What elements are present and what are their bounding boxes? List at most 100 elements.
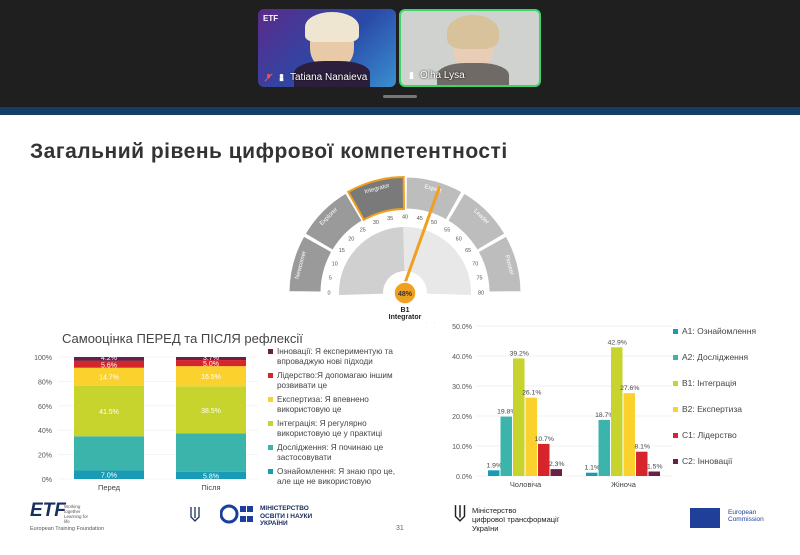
gauge-tick-label: 55	[444, 227, 450, 233]
participant-hair-olha	[447, 15, 499, 49]
grouped-bar	[500, 416, 512, 476]
mdt-line3: України	[472, 524, 499, 533]
trident-icon	[454, 505, 466, 522]
legend-item: Інтеграція: Я регулярно використовую це …	[268, 419, 408, 439]
participant-name: Tatiana Nanaieva	[290, 72, 368, 83]
y-tick-label: 100%	[34, 355, 52, 362]
legend-swatch	[268, 445, 273, 450]
resize-handle[interactable]	[383, 95, 417, 98]
x-tick-label: Жіноча	[611, 480, 637, 489]
legend-swatch	[673, 328, 678, 334]
data-label: 42.9%	[608, 339, 627, 346]
eu-flag-icon	[690, 508, 720, 528]
y-tick-label: 40%	[38, 428, 52, 435]
legend-item: C1: Лідерство	[673, 430, 756, 440]
stacked-bar-segment	[74, 360, 144, 368]
legend-swatch	[268, 469, 273, 474]
legend-label: A1: Ознайомлення	[682, 326, 757, 336]
gauge-segment	[304, 192, 363, 251]
video-tile-olha[interactable]: Olha Lysa	[399, 9, 541, 87]
legend-label: C2: Інновації	[682, 456, 733, 466]
data-label: 5.6%	[101, 362, 117, 369]
grouped-bar	[586, 472, 598, 476]
video-tile-tatiana[interactable]: ETF Tatiana Nanaieva	[258, 9, 396, 87]
stacked-bar-segment	[176, 433, 246, 472]
legend-swatch	[673, 406, 678, 412]
y-tick-label: 0%	[42, 477, 52, 484]
data-label: 2.3%	[549, 461, 565, 468]
trident-icon	[190, 507, 200, 522]
grouped-bar-chart: 0.0% 10.0% 20.0% 30.0% 40.0% 50.0% 1.9% 19.8% 39…	[452, 324, 672, 489]
ec-line1: European	[728, 509, 757, 516]
gauge-segment	[346, 175, 406, 222]
x-tick-label: Перед	[98, 483, 121, 492]
legend-swatch	[673, 432, 678, 438]
legend-swatch	[268, 349, 273, 354]
ec-line2: Commission	[728, 516, 764, 523]
legend-swatch	[268, 421, 273, 426]
data-label: 1.1%	[585, 465, 601, 472]
mon-line3: УКРАЇНИ	[260, 520, 288, 527]
legend-item: B1: Інтеграція	[673, 378, 756, 388]
mdt-name: Міністерство цифрової трансформації Укра…	[472, 506, 559, 533]
x-tick-label: Після	[201, 483, 220, 492]
gauge-icon-wedge	[423, 258, 471, 295]
legend-label: Експертиза: Я впевнено використовую це	[277, 395, 369, 414]
gauge-needle	[403, 185, 442, 284]
grouped-bar	[525, 397, 537, 476]
grouped-bar	[513, 358, 525, 476]
y-tick-label: 20.0%	[452, 414, 472, 421]
legend-label: Інтеграція: Я регулярно використовую це …	[277, 419, 383, 438]
data-label: 3.7%	[203, 355, 219, 362]
participant-hair-tatiana	[305, 12, 359, 42]
data-label: 41.5%	[99, 409, 119, 416]
data-label: 5.0%	[203, 361, 219, 368]
stacked-bar-segment	[74, 367, 144, 386]
gauge-tick-label: 80	[478, 290, 484, 296]
legend-item: Лідерство:Я допомагаю іншим розвивати це	[268, 371, 408, 391]
stacked-chart-title: Самооцінка ПЕРЕД та ПІСЛЯ рефлексії	[62, 331, 303, 346]
grouped-bar	[648, 471, 660, 476]
gauge-icon-wedge	[370, 227, 407, 275]
nametag-tatiana: Tatiana Nanaieva	[264, 72, 367, 83]
gauge-tick-label: 50	[431, 220, 437, 226]
data-label: 14.7%	[99, 375, 119, 382]
presentation-slide: Загальний рівень цифрової компетентності…	[0, 107, 800, 555]
data-label: 18.7%	[595, 412, 614, 419]
x-tick-label: Чоловіча	[510, 480, 542, 489]
y-tick-label: 30.0%	[452, 384, 472, 391]
legend-item: C2: Інновації	[673, 456, 756, 466]
data-label: 10.7%	[535, 436, 554, 443]
gauge-tick-label: 60	[456, 237, 462, 243]
gauge-tick-label: 5	[329, 276, 332, 282]
gauge-tick-label: 10	[332, 261, 338, 267]
data-label: 27.6%	[620, 385, 639, 392]
y-tick-label: 40.0%	[452, 354, 472, 361]
gauge-tick-label: 30	[373, 220, 379, 226]
ec-name: European Commission	[728, 509, 764, 523]
slide-footer: ETF Working together Learning for life E…	[0, 492, 800, 555]
mdt-line1: Міністерство	[472, 506, 517, 515]
gauge-tick-label: 45	[417, 216, 423, 222]
legend-item: A2: Дослідження	[673, 352, 756, 362]
grouped-bar	[550, 469, 562, 476]
data-label: 1.5%	[647, 464, 663, 471]
legend-swatch	[673, 458, 678, 464]
stacked-bar-segment	[74, 470, 144, 479]
mon-line2: ОСВІТИ І НАУКИ	[260, 512, 313, 520]
slide-title: Загальний рівень цифрової компетентності	[30, 140, 508, 163]
gauge-tick-label: 35	[387, 216, 393, 222]
participant-body-olha	[437, 63, 509, 85]
gauge-segment	[288, 235, 333, 293]
gauge-icon-wedge	[415, 234, 464, 283]
data-label: 4.2%	[101, 355, 117, 362]
gauge-tick-label: 40	[402, 214, 408, 220]
grouped-bar	[636, 451, 648, 476]
data-label: 16.5%	[201, 374, 221, 381]
participant-body-tatiana	[294, 61, 370, 87]
legend-label: B1: Інтеграція	[682, 378, 737, 388]
legend-item: Дослідження: Я починаю це застосовувати	[268, 443, 408, 463]
gauge-tick-label: 20	[348, 237, 354, 243]
gauge-level: B1	[401, 307, 410, 314]
